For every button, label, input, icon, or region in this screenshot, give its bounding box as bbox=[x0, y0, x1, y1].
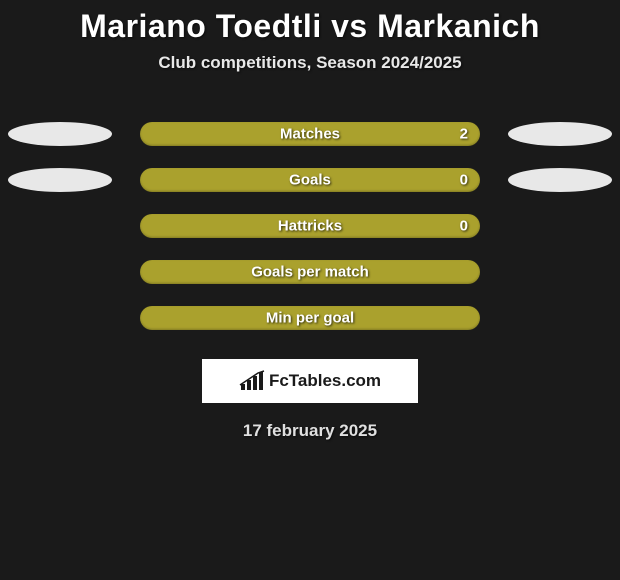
player-left-value-ellipse bbox=[8, 122, 112, 146]
stat-bar: Hattricks 0 bbox=[140, 214, 480, 238]
page-title: Mariano Toedtli vs Markanich bbox=[0, 8, 620, 45]
stat-rows: Matches 2 Goals 0 Hattricks 0 Goals per match M… bbox=[0, 111, 620, 341]
bar-chart-icon bbox=[239, 370, 265, 392]
stat-value-right: 0 bbox=[460, 172, 468, 189]
comparison-widget: Mariano Toedtli vs Markanich Club compet… bbox=[0, 0, 620, 441]
stat-row: Goals 0 bbox=[0, 157, 620, 203]
stat-label: Goals bbox=[289, 172, 331, 189]
stat-label: Matches bbox=[280, 126, 340, 143]
stat-row: Goals per match bbox=[0, 249, 620, 295]
date-label: 17 february 2025 bbox=[0, 421, 620, 441]
stat-value-right: 0 bbox=[460, 218, 468, 235]
stat-value-right: 2 bbox=[460, 126, 468, 143]
stat-bar: Matches 2 bbox=[140, 122, 480, 146]
logo-box: FcTables.com bbox=[202, 359, 418, 403]
player-right-value-ellipse bbox=[508, 168, 612, 192]
stat-label: Min per goal bbox=[266, 310, 354, 327]
logo: FcTables.com bbox=[239, 370, 381, 392]
player-left-value-ellipse bbox=[8, 168, 112, 192]
stat-bar: Goals 0 bbox=[140, 168, 480, 192]
stat-label: Hattricks bbox=[278, 218, 342, 235]
stat-row: Matches 2 bbox=[0, 111, 620, 157]
player-right-value-ellipse bbox=[508, 122, 612, 146]
stat-row: Min per goal bbox=[0, 295, 620, 341]
subtitle: Club competitions, Season 2024/2025 bbox=[0, 53, 620, 73]
logo-text: FcTables.com bbox=[269, 371, 381, 391]
stat-label: Goals per match bbox=[251, 264, 369, 281]
stat-bar: Goals per match bbox=[140, 260, 480, 284]
stat-row: Hattricks 0 bbox=[0, 203, 620, 249]
stat-bar: Min per goal bbox=[140, 306, 480, 330]
